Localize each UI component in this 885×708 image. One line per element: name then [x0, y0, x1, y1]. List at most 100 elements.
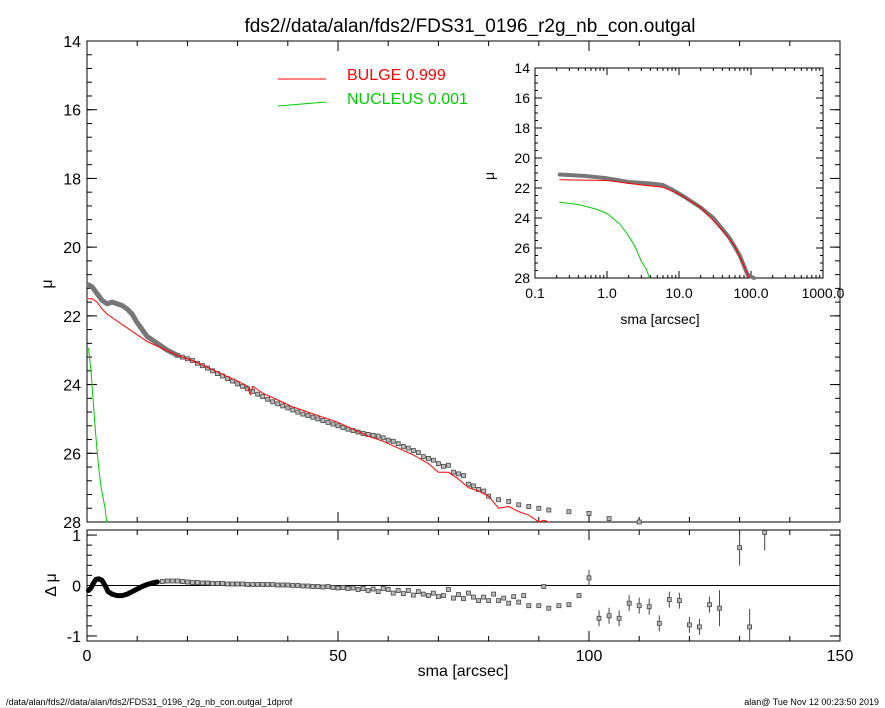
main-point-12 — [235, 381, 241, 387]
residual-point-68 — [501, 595, 507, 601]
residual-point-29 — [305, 583, 311, 589]
inset-x-tick-label: 100.0 — [733, 285, 768, 301]
main-point-49 — [420, 454, 426, 460]
main-point-23 — [290, 407, 296, 413]
inset-y-axis-label: μ — [481, 172, 497, 180]
main-y-tick-label: 22 — [63, 309, 81, 326]
residual-point-49 — [405, 588, 411, 593]
residual-point-2 — [169, 578, 175, 584]
residual-point-71 — [516, 599, 522, 605]
residual-point-22 — [270, 582, 276, 587]
inset-y-tick-label: 16 — [514, 90, 530, 106]
residual-point-20 — [260, 582, 266, 587]
main-point-65 — [516, 502, 522, 508]
residual-point-89 — [677, 598, 682, 603]
residual-point-16 — [240, 581, 246, 587]
residual-point-64 — [481, 594, 487, 600]
main-y-tick-label: 18 — [63, 171, 81, 188]
main-point-67 — [536, 505, 542, 511]
inset-x-tick-label: 1.0 — [597, 285, 617, 301]
main-point-33 — [340, 425, 346, 430]
main-point-13 — [240, 383, 246, 389]
residual-point-96 — [762, 530, 768, 535]
residual-point-35 — [335, 585, 341, 591]
residual-point-57 — [445, 587, 451, 592]
residual-point-5 — [184, 579, 190, 585]
residual-point-88 — [666, 597, 672, 602]
residual-point-87 — [656, 620, 662, 626]
residual-point-3 — [174, 578, 180, 584]
main-series-2-line — [86, 282, 180, 358]
inset-plot-background — [535, 68, 823, 278]
residual-point-73 — [526, 603, 532, 609]
residual-point-94 — [737, 545, 742, 551]
inset-x-tick-label: 0.1 — [525, 285, 545, 301]
main-point-17 — [260, 394, 266, 400]
residual-point-7 — [194, 580, 200, 585]
residual-point-4 — [179, 579, 185, 584]
main-point-22 — [285, 405, 291, 411]
main-point-44 — [395, 441, 401, 447]
residual-point-24 — [280, 582, 286, 588]
residual-point-6 — [189, 580, 195, 585]
main-point-50 — [425, 455, 431, 461]
residual-point-86 — [646, 604, 652, 610]
main-point-56 — [456, 471, 461, 477]
residual-point-66 — [491, 591, 497, 597]
footer-user-timestamp: alan@ Tue Nov 12 00:23:50 2019 — [744, 697, 879, 707]
residual-point-19 — [255, 582, 261, 587]
residual-point-39 — [355, 587, 361, 592]
chart-title: fds2//data/alan/fds2/FDS31_0196_r2g_nb_c… — [244, 16, 695, 37]
residual-point-63 — [476, 598, 482, 603]
main-y-axis-label: μ — [39, 279, 56, 288]
main-series-1-line — [88, 348, 108, 523]
main-point-24 — [295, 409, 301, 415]
inset-y-tick-label: 28 — [514, 270, 530, 286]
main-point-27 — [310, 414, 316, 420]
residual-point-1 — [164, 578, 170, 584]
residual-point-15 — [235, 581, 241, 587]
residual-point-77 — [556, 603, 562, 609]
main-y-tick-label: 28 — [63, 515, 81, 532]
residual-point-84 — [626, 600, 632, 606]
residual-point-40 — [360, 586, 366, 591]
main-point-21 — [280, 403, 286, 409]
main-point-55 — [451, 469, 456, 475]
residual-point-46 — [390, 590, 396, 596]
inset-x-tick-label: 10.0 — [665, 285, 692, 301]
residual-point-28 — [300, 583, 306, 589]
residual-y-tick-label: 0 — [72, 579, 81, 596]
residual-point-9 — [205, 580, 210, 586]
residual-point-59 — [456, 592, 461, 597]
legend-swatch-nucleus — [277, 101, 327, 107]
legend-label-bulge: BULGE 0.999 — [347, 67, 446, 84]
residual-point-56 — [440, 593, 446, 598]
residual-point-58 — [451, 595, 456, 601]
residual-point-27 — [295, 583, 301, 588]
inset-series-1-line — [559, 179, 750, 279]
main-point-58 — [466, 481, 471, 487]
main-point-26 — [305, 413, 311, 418]
residual-point-65 — [486, 598, 492, 603]
residual-point-45 — [385, 587, 391, 592]
main-point-45 — [400, 443, 406, 449]
residual-point-12 — [220, 581, 225, 586]
main-point-66 — [526, 504, 532, 509]
residual-point-61 — [466, 590, 471, 596]
main-y-tick-label: 20 — [63, 240, 81, 257]
main-point-72 — [636, 519, 642, 525]
residual-point-31 — [315, 584, 321, 589]
residual-point-13 — [225, 581, 231, 587]
residual-point-42 — [370, 586, 376, 592]
residual-point-78 — [566, 602, 572, 608]
residual-x-tick-label: 100 — [576, 648, 603, 665]
inset-y-tick-label: 24 — [514, 210, 530, 226]
main-point-47 — [410, 448, 416, 453]
main-point-52 — [435, 461, 441, 467]
residual-point-26 — [290, 583, 296, 588]
main-y-tick-label: 24 — [63, 378, 81, 395]
inset-y-tick-label: 14 — [514, 60, 530, 76]
residual-y-axis-label: Δ μ — [43, 573, 60, 596]
main-point-59 — [471, 483, 476, 489]
